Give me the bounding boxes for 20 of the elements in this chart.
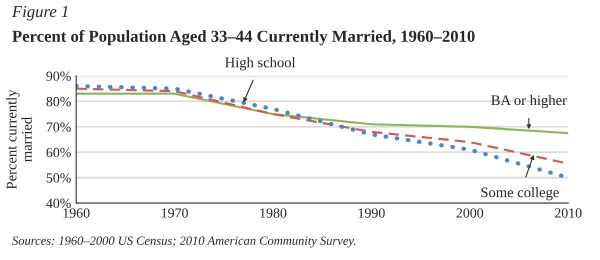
y-tick-label: 70%: [46, 122, 71, 132]
x-tick-label: 2010: [554, 208, 582, 218]
x-tick-label: 1970: [162, 208, 188, 218]
chart-subtitle: Percent of Population Aged 33–44 Currently Married, 1960–2010: [12, 30, 475, 46]
y-tick-label: 60%: [46, 148, 71, 158]
y-tick-label: 90%: [46, 72, 71, 81]
chart-title: Figure 1: [12, 6, 68, 21]
y-tick-label: 80%: [46, 96, 71, 106]
y-tick-label: 50%: [46, 173, 71, 183]
x-tick-label: 1960: [64, 208, 90, 218]
source-note: Sources: 1960–2000 US Census; 2010 American Community Survey.: [12, 236, 356, 248]
annotation: High school: [225, 57, 296, 70]
y-axis-title: Percent currently married: [6, 90, 32, 190]
annotation: BA or higher: [491, 94, 567, 108]
annotation: Some college: [481, 187, 559, 200]
x-tick-label: 2000: [456, 208, 484, 218]
y-tick-label: 40%: [46, 198, 71, 208]
x-tick-label: 1980: [260, 208, 286, 218]
x-tick-label: 1990: [358, 208, 385, 218]
line-series: [76, 92, 568, 134]
